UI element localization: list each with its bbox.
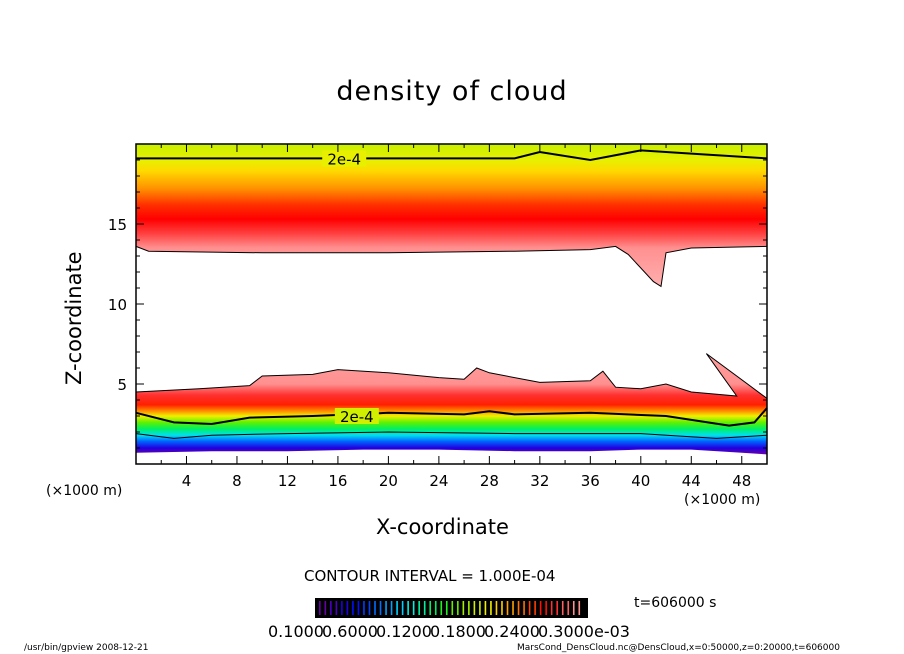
colorbar-stripe (484, 601, 487, 615)
x-tick-label: 32 (530, 472, 549, 490)
colorbar-stripe (396, 601, 398, 615)
colorbar-stripe (440, 601, 443, 615)
colorbar-stripe (572, 601, 575, 615)
colorbar-stripe (390, 601, 393, 615)
colorbar-stripe (330, 601, 332, 615)
contour-interval-label: CONTOUR INTERVAL = 1.000E-04 (304, 567, 556, 585)
colorbar-stripe (368, 601, 371, 615)
colorbar-stripe (445, 601, 448, 615)
colorbar-stripe (324, 601, 327, 615)
colorbar-stripe (534, 601, 536, 615)
time-label: t=606000 s (634, 595, 717, 611)
colorbar-stripe (429, 601, 432, 615)
colorbar-stripe (352, 601, 354, 615)
colorbar-stripe (506, 601, 509, 615)
colorbar-stripe (374, 601, 376, 615)
colorbar-stripe (423, 601, 426, 615)
y-tick-label: 5 (117, 376, 127, 394)
contour-line-lower-edge (135, 353, 768, 399)
x-tick-label: 8 (232, 472, 242, 490)
colorbar-label: 0.3000e-03 (538, 622, 630, 641)
colorbar-stripe (539, 601, 542, 615)
contour-label-bg (322, 150, 367, 167)
x-tick-label: 40 (631, 472, 650, 490)
colorbar-stripe (357, 601, 360, 615)
x-tick-label: 20 (379, 472, 398, 490)
colorbar-stripe (401, 601, 404, 615)
footer-right: MarsCond_DensCloud.nc@DensCloud,x=0:5000… (517, 643, 840, 653)
contour-label: 2e-4 (327, 150, 361, 168)
contour-line-2e-4-lower (135, 407, 768, 427)
x-tick-label: 28 (480, 472, 499, 490)
upper-cloud-layer (136, 144, 767, 287)
contour-label-bg (334, 408, 379, 424)
colorbar-stripe (578, 601, 581, 615)
colorbar-stripe (418, 601, 420, 615)
colorbar-label: 0.6000 (322, 622, 378, 641)
colorbar-stripe (561, 601, 564, 615)
contour-line-thin (135, 431, 768, 439)
colorbar-stripe (495, 601, 498, 615)
colorbar-stripe (341, 601, 343, 615)
x-unit-label: (×1000 m) (684, 492, 761, 508)
colorbar-label: 0.1000 (268, 622, 324, 641)
x-axis-label: X-coordinate (376, 515, 509, 539)
colorbar-stripe (517, 601, 520, 615)
colorbar-stripe (528, 601, 531, 615)
colorbar-stripe (545, 601, 547, 615)
chart-title: density of cloud (336, 76, 568, 107)
colorbar-label: 0.2400 (484, 622, 540, 641)
contour-label: 2e-4 (340, 408, 374, 426)
colorbar-stripe (434, 601, 437, 615)
colorbar-stripe (407, 601, 409, 615)
colorbar-label: 0.1200 (376, 622, 432, 641)
x-tick-label: 12 (278, 472, 297, 490)
colorbar-stripe (523, 601, 525, 615)
colorbar-stripe (556, 601, 558, 615)
colorbar-stripe (335, 601, 338, 615)
colorbar-label: 0.1800 (430, 622, 486, 641)
colorbar-stripe (346, 601, 349, 615)
colorbar-stripe (412, 601, 415, 615)
colorbar-stripe (473, 601, 476, 615)
contour-line-2e-4-upper (136, 149, 768, 162)
y-tick-label: 15 (108, 216, 127, 234)
colorbar-stripe (385, 601, 387, 615)
colorbar-stripe (379, 601, 382, 615)
colorbar-stripe (462, 601, 465, 615)
colorbar-stripe (567, 601, 570, 615)
colorbar-stripe (512, 601, 514, 615)
x-tick-label: 16 (328, 472, 347, 490)
x-tick-label: 48 (732, 472, 751, 490)
x-tick-label: 4 (182, 472, 192, 490)
colorbar-stripe (457, 601, 459, 615)
y-unit-label: (×1000 m) (46, 483, 123, 499)
colorbar-stripe (468, 601, 470, 615)
colorbar-stripe (319, 601, 321, 615)
x-tick-label: 24 (429, 472, 448, 490)
x-tick-label: 36 (581, 472, 600, 490)
contour-line-upper-edge (135, 245, 768, 288)
colorbar-stripe (501, 601, 503, 615)
footer-left: /usr/bin/gpview 2008-12-21 (24, 643, 149, 653)
lower-cloud-layer (136, 353, 767, 455)
colorbar-stripe (363, 601, 365, 615)
colorbar-stripe (451, 601, 454, 615)
colorbar-stripe (479, 601, 481, 615)
colorbar-stripe (490, 601, 492, 615)
y-tick-label: 10 (108, 296, 127, 314)
colorbar-stripe (550, 601, 553, 615)
x-tick-label: 44 (682, 472, 701, 490)
